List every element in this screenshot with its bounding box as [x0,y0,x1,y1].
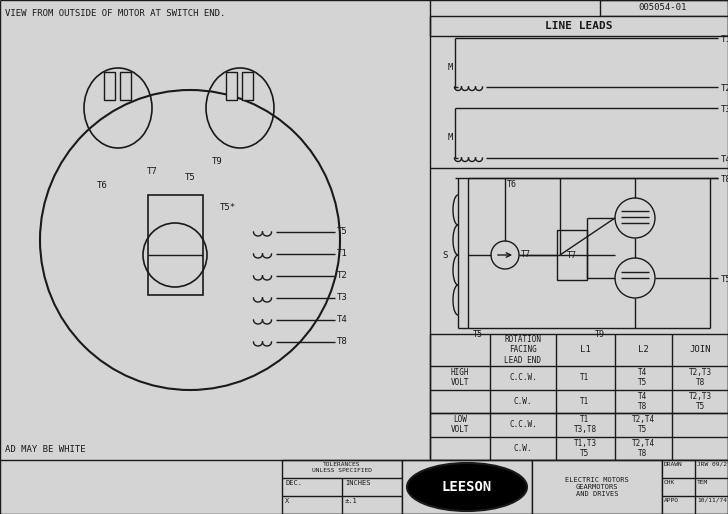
Text: ±.1: ±.1 [345,498,357,504]
Text: LINE LEADS: LINE LEADS [545,21,613,31]
Text: T1,T3
T5: T1,T3 T5 [574,438,596,458]
Text: T2,T4
T5: T2,T4 T5 [631,415,654,434]
Text: ROTATION
FACING
LEAD END: ROTATION FACING LEAD END [505,335,542,365]
Bar [226,72,237,100]
Text: T1: T1 [580,373,590,382]
Text: C.W.: C.W. [514,444,532,453]
Text: INCHES: INCHES [345,480,371,486]
Text: M: M [448,63,454,71]
Bar [120,72,131,100]
Text: T5: T5 [473,330,483,339]
Text: 005054-01: 005054-01 [638,4,687,12]
Bar [282,460,402,514]
Text: T7: T7 [567,250,577,260]
Text: T2,T3
T8: T2,T3 T8 [689,368,711,388]
Text: APPO: APPO [664,498,679,503]
Text: T3: T3 [721,105,728,114]
Text: T1
T3,T8: T1 T3,T8 [574,415,596,434]
Text: T2: T2 [337,271,348,281]
Bar [430,16,728,36]
Text: T2,T3
T5: T2,T3 T5 [689,392,711,411]
Bar [662,460,728,514]
Text: T7: T7 [147,168,158,176]
Text: T4
T8: T4 T8 [638,392,648,411]
Bar [557,230,587,280]
Text: T4
T5: T4 T5 [638,368,648,388]
Text: T4: T4 [337,316,348,324]
Text: T9: T9 [212,157,223,167]
Text: DRAWN: DRAWN [664,462,683,467]
Text: T1: T1 [721,35,728,44]
Text: C.C.W.: C.C.W. [509,373,537,382]
Text: JOIN: JOIN [689,345,711,355]
Text: HIGH
VOLT: HIGH VOLT [451,368,470,388]
Text: X: X [285,498,289,504]
Text: AD MAY BE WHITE: AD MAY BE WHITE [5,446,86,454]
Text: T6: T6 [97,180,108,190]
Text: T8: T8 [337,338,348,346]
Text: CHK: CHK [664,480,676,485]
Bar [104,72,115,100]
Bar [532,460,662,514]
Text: S: S [442,250,448,260]
Bar [242,72,253,100]
Bar [600,0,728,16]
Text: T8: T8 [721,175,728,184]
Text: LOW
VOLT: LOW VOLT [451,415,470,434]
Text: 10/11/74: 10/11/74 [697,498,727,503]
Text: T5: T5 [185,174,196,182]
Text: L2: L2 [638,345,649,355]
Text: L1: L1 [579,345,590,355]
Text: C.W.: C.W. [514,397,532,406]
Text: T5: T5 [337,228,348,236]
Text: T2: T2 [721,84,728,93]
Text: T5*: T5* [220,204,236,212]
Text: T7: T7 [521,250,531,259]
Text: JRW 09/27/74: JRW 09/27/74 [697,462,728,467]
Bar [430,334,728,460]
Text: VIEW FROM OUTSIDE OF MOTOR AT SWITCH END.: VIEW FROM OUTSIDE OF MOTOR AT SWITCH END… [5,9,226,17]
Text: TOLERANCES
UNLESS SPECIFIED: TOLERANCES UNLESS SPECIFIED [312,462,372,473]
Text: T4: T4 [721,155,728,164]
Text: T2,T4
T8: T2,T4 T8 [631,438,654,458]
Bar [148,195,203,295]
Text: TEM: TEM [697,480,708,485]
Text: T5: T5 [721,275,728,284]
Bar [402,460,532,514]
Text: LEESON: LEESON [442,480,492,494]
Text: ELECTRIC MOTORS
GEARMOTORS
AND DRIVES: ELECTRIC MOTORS GEARMOTORS AND DRIVES [565,477,629,497]
Text: T3: T3 [337,293,348,303]
Text: T9: T9 [595,330,605,339]
Ellipse shape [407,463,527,511]
Text: T6: T6 [507,180,517,189]
Text: T1: T1 [337,249,348,259]
Text: DEC.: DEC. [285,480,302,486]
Text: C.C.W.: C.C.W. [509,420,537,429]
Text: T1: T1 [580,397,590,406]
Text: M: M [448,133,454,141]
